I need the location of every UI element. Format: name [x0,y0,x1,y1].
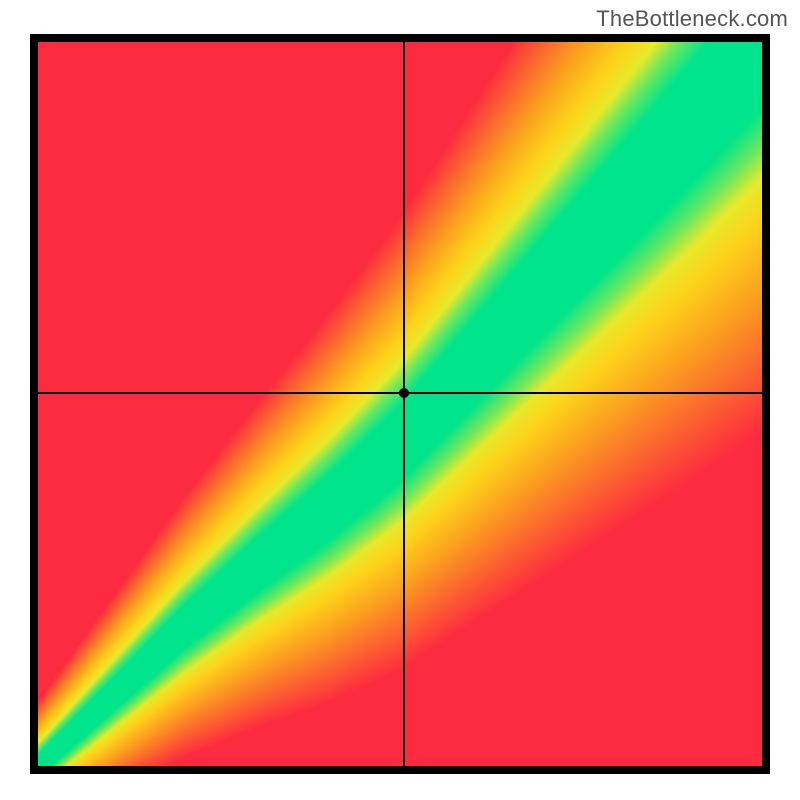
crosshair-marker [399,388,409,398]
chart-container: TheBottleneck.com [0,0,800,800]
plot-area [30,34,770,774]
source-watermark: TheBottleneck.com [596,6,788,32]
heatmap-canvas [38,42,762,766]
crosshair-vertical [403,42,405,766]
